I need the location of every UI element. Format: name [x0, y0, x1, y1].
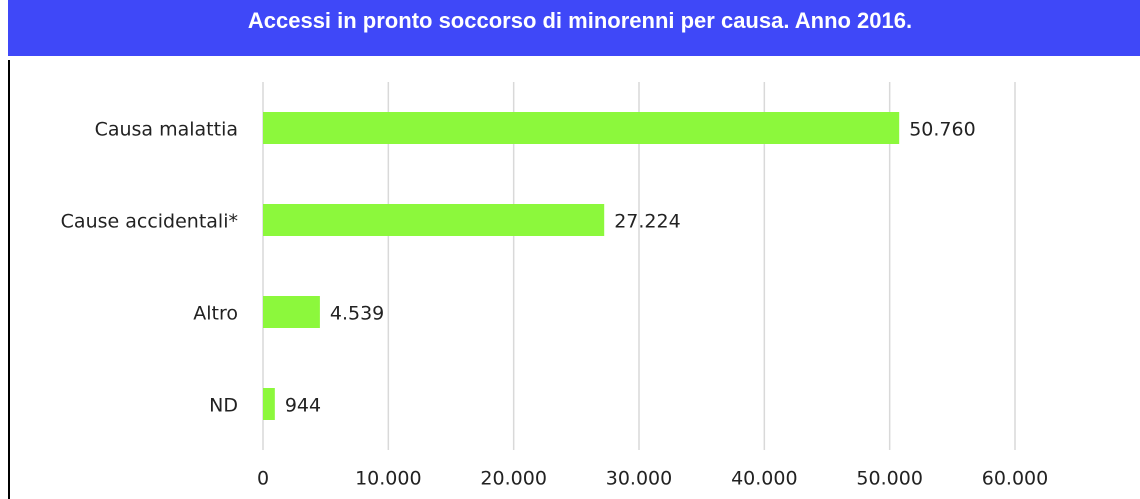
chart-title: Accessi in pronto soccorso di minorenni …: [248, 8, 912, 33]
bar: [263, 204, 605, 236]
x-tick-label: 30.000: [606, 468, 672, 490]
y-tick-label: Causa malattia: [95, 119, 238, 141]
x-tick-label: 60.000: [982, 468, 1048, 490]
value-label: 4.539: [330, 303, 384, 325]
y-tick-label: Cause accidentali*: [61, 211, 238, 233]
bar: [263, 296, 320, 328]
bar: [263, 388, 275, 420]
title-bar: [8, 0, 1140, 56]
x-tick-label: 10.000: [355, 468, 421, 490]
x-tick-label: 20.000: [480, 468, 546, 490]
value-label: 27.224: [614, 211, 680, 233]
x-tick-label: 50.000: [856, 468, 922, 490]
bar: [263, 112, 900, 144]
y-tick-label: ND: [209, 395, 238, 417]
x-tick-label: 40.000: [731, 468, 797, 490]
x-tick-label: 0: [257, 468, 269, 490]
y-tick-label: Altro: [193, 303, 238, 325]
value-label: 944: [285, 395, 321, 417]
value-label: 50.760: [909, 119, 975, 141]
